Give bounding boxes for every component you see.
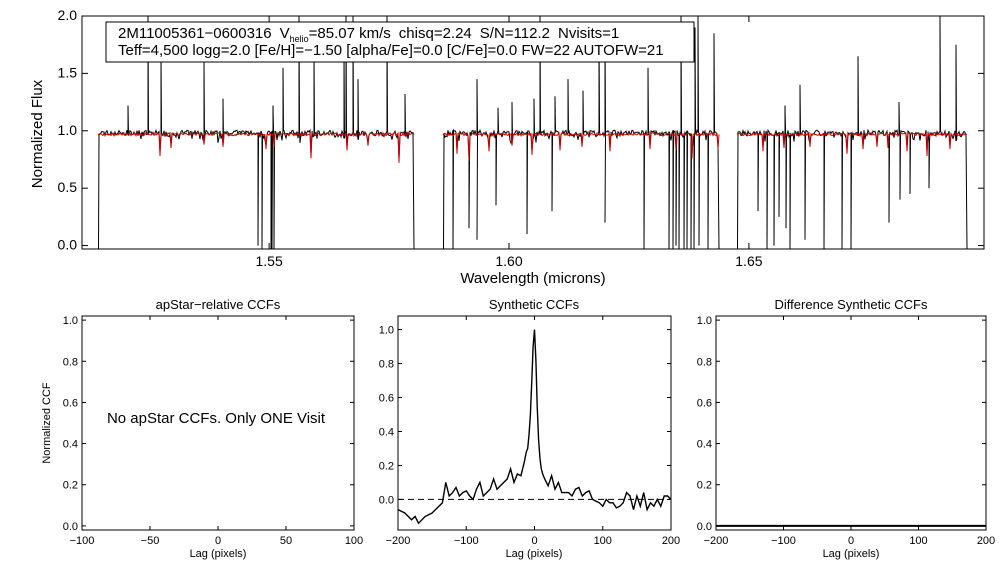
difference-ccf-ytick-label: 0.6 — [697, 397, 712, 409]
apstar-ccf-xtick-label: −100 — [70, 535, 95, 547]
apstar-ccf-ticks: −100 −50 0 50 100 0.0 0.2 0.4 0.6 0.8 1.0 — [63, 315, 363, 547]
spectrum-model-line-chip-3 — [736, 131, 968, 157]
spectrum-frame — [81, 15, 985, 250]
synthetic-ccf-ytick-label: 0.6 — [379, 393, 394, 405]
synthetic-ccf-xtick-label: 200 — [662, 535, 680, 547]
apstar-ccf-ylabel: Normalized CCF — [41, 382, 53, 464]
difference-ccf-xtick-label: −200 — [704, 535, 729, 547]
spectrum-annotation-box — [105, 21, 695, 63]
apstar-ccf-panel: −100 −50 0 50 100 0.0 0.2 0.4 0.6 0.8 1.0 apStar−r… — [41, 297, 363, 560]
chisq-value: chisq=2.24 — [399, 25, 472, 42]
spectrum-model-line-chip-2 — [442, 131, 720, 161]
difference-ccf-ytick-label: 0.2 — [697, 480, 712, 492]
difference-ccf-xtick-label: −100 — [771, 535, 796, 547]
apstar-ccf-ytick-label: 0.2 — [63, 480, 78, 492]
synthetic-ccf-ytick-label: 1.0 — [379, 325, 394, 337]
spectrum-observed-line-chip-2 — [443, 15, 720, 250]
synthetic-ccf-ticks: −200 −100 0 100 200 0.0 0.2 0.4 0.6 0.8 1.0 — [379, 316, 680, 547]
spectrum-ticks: 1.55 1.60 1.65 0.0 0.5 1.0 1.5 2.0 — [58, 7, 984, 269]
vhelio-prefix: V — [280, 25, 290, 42]
spectrum-ytick-label: 1.0 — [58, 122, 78, 138]
apstar-ccf-ytick-label: 0.6 — [63, 397, 78, 409]
synthetic-ccf-ytick-label: 0.0 — [379, 494, 394, 506]
spectrum-ylabel: Normalized Flux — [29, 79, 46, 188]
nvisits-value: Nvisits=1 — [558, 25, 619, 42]
synthetic-ccf-panel: −200 −100 0 100 200 0.0 0.2 0.4 0.6 0.8 1.0 Synthe… — [379, 297, 680, 560]
synthetic-ccf-xtick-label: −100 — [454, 535, 479, 547]
difference-ccf-ytick-label: 1.0 — [697, 315, 712, 327]
synthetic-ccf-xtick-label: −200 — [386, 535, 411, 547]
spectrum-model-line-chip-1 — [97, 131, 415, 163]
synthetic-ccf-xtick-label: 100 — [594, 535, 612, 547]
apstar-ccf-title: apStar−relative CCFs — [156, 297, 281, 312]
star-id: 2M11005361−0600316 — [118, 25, 272, 42]
difference-ccf-xtick-label: 0 — [848, 535, 854, 547]
apstar-ccf-ytick-label: 0.8 — [63, 356, 78, 368]
difference-ccf-frame — [715, 315, 987, 531]
synthetic-ccf-ytick-label: 0.2 — [379, 460, 394, 472]
apstar-ccf-ytick-label: 1.0 — [63, 315, 78, 327]
difference-ccf-xtick-label: 100 — [909, 535, 927, 547]
apstar-ccf-ytick-label: 0.4 — [63, 439, 78, 451]
spectrum-ytick-label: 1.5 — [58, 64, 78, 80]
spectrum-xtick-label: 1.65 — [735, 253, 762, 269]
difference-ccf-ytick-label: 0.4 — [697, 439, 712, 451]
difference-ccf-title: Difference Synthetic CCFs — [775, 297, 928, 312]
spectrum-annotation-line2: Teff=4,500 logg=2.0 [Fe/H]=−1.50 [alpha/… — [118, 42, 664, 59]
spectrum-xtick-label: 1.55 — [255, 253, 282, 269]
apstar-ccf-ytick-label: 0.0 — [63, 521, 78, 533]
apstar-ccf-message: No apStar CCFs. Only ONE Visit — [107, 410, 326, 427]
spectrum-xtick-label: 1.60 — [495, 253, 522, 269]
synthetic-ccf-xlabel: Lag (pixels) — [506, 548, 563, 560]
spectrum-panel: 1.55 1.60 1.65 0.0 0.5 1.0 1.5 2.0 2M11005361−0… — [29, 7, 985, 287]
apstar-ccf-xlabel: Lag (pixels) — [190, 548, 247, 560]
spectrum-xlabel: Wavelength (microns) — [460, 270, 605, 287]
synthetic-ccf-title: Synthetic CCFs — [489, 297, 580, 312]
apstar-ccf-xtick-label: 100 — [345, 535, 363, 547]
vhelio-subscript: helio — [290, 34, 309, 44]
difference-ccf-panel: −200 −100 0 100 200 0.0 0.2 0.4 0.6 0.8 1.0 Differ… — [697, 297, 995, 560]
difference-ccf-xtick-label: 200 — [977, 535, 995, 547]
vhelio-value: =85.07 km/s — [309, 25, 391, 42]
synthetic-ccf-ytick-label: 0.8 — [379, 359, 394, 371]
synthetic-ccf-plot-area — [397, 329, 672, 525]
apstar-ccf-xtick-label: −50 — [141, 535, 160, 547]
apstar-ccf-xtick-label: 50 — [280, 535, 292, 547]
apstar-ccf-xtick-label: 0 — [215, 535, 221, 547]
synthetic-ccf-line — [397, 329, 672, 525]
difference-ccf-ytick-label: 0.8 — [697, 356, 712, 368]
synthetic-ccf-ytick-label: 0.4 — [379, 426, 394, 438]
difference-ccf-ticks: −200 −100 0 100 200 0.0 0.2 0.4 0.6 0.8 1.0 — [697, 315, 995, 547]
spectrum-annotation-line1: 2M11005361−0600316 Vhelio=85.07 km/s chisq… — [118, 25, 619, 44]
spectrum-ytick-label: 2.0 — [58, 7, 78, 23]
spectrum-ytick-label: 0.0 — [58, 237, 78, 253]
spectrum-ytick-label: 0.5 — [58, 179, 78, 195]
spectrum-plot-area — [97, 15, 968, 250]
difference-ccf-xlabel: Lag (pixels) — [823, 548, 880, 560]
difference-ccf-ytick-label: 0.0 — [697, 521, 712, 533]
snr-value: S/N=112.2 — [480, 25, 550, 42]
spectrum-observed-line-chip-3 — [737, 15, 968, 250]
synthetic-ccf-xtick-label: 0 — [531, 535, 537, 547]
